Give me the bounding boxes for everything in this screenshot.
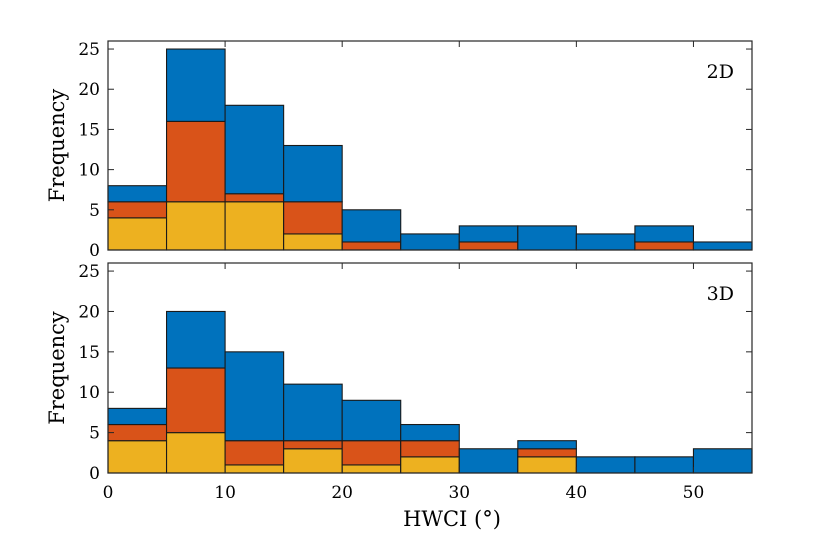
panel-2-bar-series-orange-bin-5: [341, 440, 402, 466]
panel-1-bar-series-orange-bin-3: [224, 193, 285, 203]
panel-1-ytick-label-20: 20: [78, 80, 100, 100]
panel-2-xtick-label-0: 0: [103, 483, 114, 503]
panel-1-bar-series-blue-bin-6: [400, 233, 460, 251]
panel-2-bar-series-blue-bin-11: [692, 448, 753, 474]
panel-2-bar-series-blue-bin-3: [224, 351, 285, 442]
panel-2-ytick-label-25: 25: [78, 262, 100, 282]
panel-2-ytick-label-20: 20: [78, 302, 100, 322]
panel-2-bar-series-yellow-bin-6: [400, 456, 460, 474]
panel-2-xtick-label-20: 20: [331, 483, 353, 503]
panel-2-bar-series-yellow-bin-2: [165, 432, 226, 474]
panel-1-ytick-label-10: 10: [78, 161, 100, 181]
panel-1-axes-box: [107, 40, 753, 251]
panel-1-bar-series-yellow-bin-1: [107, 217, 168, 251]
panel-1-bar-series-blue-bin-9: [575, 233, 636, 251]
panel-2-ytick-label-0: 0: [89, 464, 100, 484]
panel-1-bar-series-yellow-bin-3: [224, 201, 285, 251]
panel-1-bar-series-yellow-bin-4: [283, 233, 343, 251]
panel-1-bar-series-orange-bin-7: [458, 241, 519, 251]
panel-2-y-axis-label: Frequency: [45, 311, 69, 425]
panel-2-bar-series-orange-bin-6: [400, 440, 460, 458]
panel-2-bar-series-orange-bin-1: [107, 423, 168, 442]
panel-1-bar-series-blue-bin-1: [107, 185, 168, 203]
panel-2-bar-series-orange-bin-2: [165, 367, 226, 434]
panel-2-bar-series-blue-bin-9: [575, 456, 636, 474]
panel-2-bar-series-blue-bin-5: [341, 399, 402, 442]
panel-1-ytick-label-5: 5: [89, 201, 100, 221]
panel-1-y-axis-label: Frequency: [45, 89, 69, 203]
panel-2-tag: 3D: [707, 283, 734, 305]
panel-1-bar-series-orange-bin-10: [634, 241, 695, 251]
panel-1-bar-series-blue-bin-4: [283, 144, 343, 203]
panel-2-bar-series-yellow-bin-4: [283, 448, 343, 474]
panel-1-bar-series-blue-bin-7: [458, 225, 519, 243]
panel-2-bar-series-blue-bin-7: [458, 448, 519, 474]
panel-2-axes-box: [107, 262, 753, 474]
panel-1-bar-series-orange-bin-4: [283, 201, 343, 235]
panel-2-ytick-label-10: 10: [78, 383, 100, 403]
panel-1-bar-series-orange-bin-5: [341, 241, 402, 251]
panel-2-ytick-label-15: 15: [78, 343, 100, 363]
panel-2-xtick-label-50: 50: [683, 483, 705, 503]
panel-2-bar-series-blue-bin-2: [165, 310, 226, 369]
panel-2-bar-series-orange-bin-8: [517, 448, 577, 458]
panel-2-bar-series-blue-bin-4: [283, 383, 343, 442]
panel-1-bar-series-orange-bin-2: [165, 120, 226, 203]
panel-2-bar-series-blue-bin-10: [634, 456, 695, 474]
panel-1-bar-series-orange-bin-1: [107, 201, 168, 219]
panel-1-bar-series-blue-bin-5: [341, 209, 402, 243]
panel-1-bar-series-blue-bin-2: [165, 48, 226, 122]
panel-2-bar-series-blue-bin-8: [517, 440, 577, 450]
panel-1-ytick-label-0: 0: [89, 241, 100, 261]
panel-2-bar-series-yellow-bin-1: [107, 440, 168, 474]
panel-2-bar-series-orange-bin-4: [283, 440, 343, 450]
panel-1-bar-series-yellow-bin-2: [165, 201, 226, 251]
panel-1-bar-series-blue-bin-3: [224, 104, 285, 195]
panel-1-ytick-label-15: 15: [78, 120, 100, 140]
panel-2-bar-series-orange-bin-3: [224, 440, 285, 466]
panel-2-bar-series-blue-bin-1: [107, 407, 168, 426]
panel-2-bar-series-yellow-bin-8: [517, 456, 577, 474]
panel-2-xtick-label-30: 30: [448, 483, 470, 503]
panel-2-bar-series-blue-bin-6: [400, 423, 460, 442]
panel-2-xtick-label-10: 10: [214, 483, 236, 503]
panel-2-bar-series-yellow-bin-5: [341, 464, 402, 474]
panel-1-ytick-label-25: 25: [78, 40, 100, 60]
x-axis-label: HWCI (°): [403, 507, 501, 531]
panel-2-xtick-label-40: 40: [566, 483, 588, 503]
panel-1-bar-series-blue-bin-10: [634, 225, 695, 243]
panel-2-bar-series-yellow-bin-3: [224, 464, 285, 474]
panel-2-ytick-label-5: 5: [89, 424, 100, 444]
panel-1-tag: 2D: [707, 61, 734, 83]
panel-1-bar-series-blue-bin-8: [517, 225, 577, 251]
panel-1-bar-series-blue-bin-11: [692, 241, 753, 251]
